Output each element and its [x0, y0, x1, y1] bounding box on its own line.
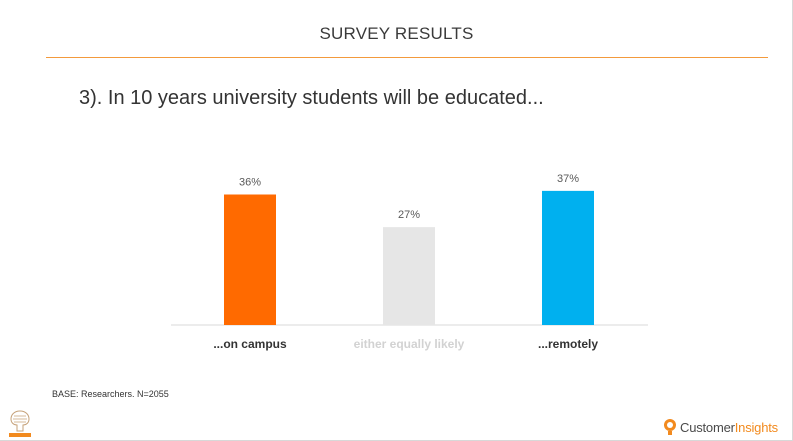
brand-name-part1: Customer	[680, 419, 735, 435]
category-label: ...on campus	[213, 337, 287, 351]
brand-name-part2: Insights	[734, 419, 778, 435]
bar-value-label: 36%	[239, 177, 261, 189]
bar-1	[224, 194, 276, 325]
customer-insights-logo: CustomerInsights	[662, 418, 778, 436]
bar-value-label: 37%	[557, 173, 579, 185]
customer-insights-bulb-icon	[664, 419, 676, 435]
question-text: 3). In 10 years university students will…	[79, 87, 544, 109]
page-title: SURVEY RESULTS	[319, 24, 474, 43]
elsevier-logo-icon	[6, 407, 34, 439]
bar-value-label: 27%	[398, 209, 420, 221]
base-note: BASE: Researchers. N=2055	[52, 389, 169, 399]
bar-3	[542, 190, 594, 325]
category-label: ...remotely	[538, 337, 598, 351]
bar-2	[383, 227, 435, 325]
title-divider	[46, 57, 768, 58]
category-label: either equally likely	[354, 337, 465, 351]
